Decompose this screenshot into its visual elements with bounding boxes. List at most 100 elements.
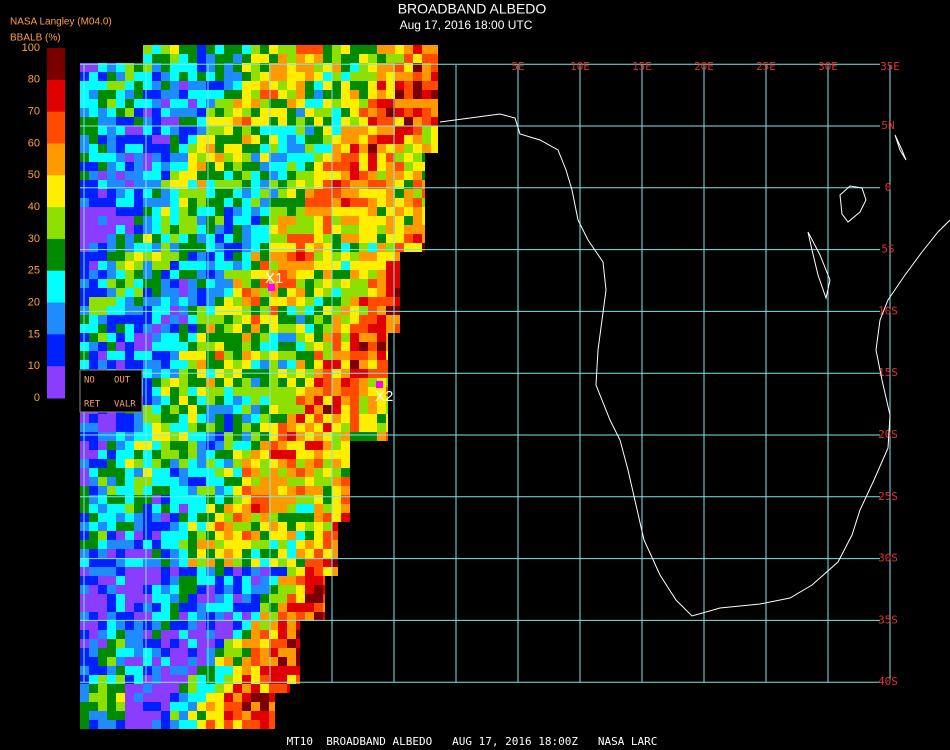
image-cell — [314, 432, 323, 441]
image-cell — [98, 513, 107, 522]
image-cell — [269, 513, 278, 522]
image-cell — [80, 711, 89, 720]
image-cell — [188, 693, 197, 702]
image-cell — [377, 351, 386, 360]
image-cell — [251, 324, 260, 333]
image-cell — [98, 423, 107, 432]
colorbar-label: BBALB (%) — [10, 33, 61, 44]
image-cell — [395, 252, 400, 261]
image-cell — [224, 288, 233, 297]
image-cell — [386, 180, 395, 189]
image-cell — [233, 459, 242, 468]
image-cell — [107, 720, 116, 729]
image-cell — [233, 189, 242, 198]
image-cell — [206, 171, 215, 180]
image-cell — [323, 99, 332, 108]
image-cell — [377, 333, 386, 342]
image-cell — [116, 324, 125, 333]
image-cell — [161, 288, 170, 297]
image-cell — [233, 45, 242, 54]
image-cell — [224, 234, 233, 243]
image-cell — [215, 99, 224, 108]
image-cell — [143, 531, 152, 540]
image-cell — [341, 459, 350, 468]
image-cell — [386, 153, 395, 162]
image-cell — [89, 252, 98, 261]
image-cell — [197, 333, 206, 342]
image-cell — [224, 612, 233, 621]
image-cell — [269, 126, 278, 135]
image-cell — [107, 135, 116, 144]
image-cell — [197, 720, 206, 729]
image-cell — [152, 234, 161, 243]
image-cell — [314, 81, 323, 90]
image-cell — [260, 360, 269, 369]
image-cell — [107, 576, 116, 585]
image-cell — [152, 198, 161, 207]
image-cell — [278, 594, 287, 603]
image-cell — [116, 648, 125, 657]
image-cell — [314, 594, 323, 603]
image-cell — [224, 207, 233, 216]
image-cell — [197, 225, 206, 234]
image-cell — [143, 144, 152, 153]
image-cell — [179, 612, 188, 621]
image-cell — [116, 567, 125, 576]
image-cell — [197, 477, 206, 486]
image-cell — [206, 324, 215, 333]
image-cell — [422, 234, 425, 243]
image-cell — [188, 648, 197, 657]
image-cell — [296, 594, 305, 603]
image-cell — [269, 684, 278, 693]
image-cell — [323, 558, 332, 567]
image-cell — [125, 333, 134, 342]
image-cell — [386, 54, 395, 63]
image-cell — [269, 333, 278, 342]
image-cell — [341, 468, 350, 477]
image-cell — [80, 693, 89, 702]
image-cell — [269, 459, 278, 468]
image-cell — [125, 441, 134, 450]
image-cell — [233, 252, 242, 261]
image-cell — [359, 252, 368, 261]
image-cell — [305, 225, 314, 234]
image-cell — [125, 207, 134, 216]
image-cell — [314, 603, 323, 612]
image-cell — [242, 270, 251, 279]
image-cell — [161, 432, 170, 441]
image-cell — [179, 684, 188, 693]
image-cell — [323, 144, 332, 153]
image-cell — [170, 54, 179, 63]
image-cell — [296, 567, 305, 576]
image-cell — [215, 522, 224, 531]
image-cell — [296, 234, 305, 243]
image-cell — [341, 252, 350, 261]
image-cell — [107, 423, 116, 432]
image-cell — [197, 360, 206, 369]
image-cell — [89, 234, 98, 243]
image-cell — [134, 414, 143, 423]
image-cell — [170, 666, 179, 675]
image-cell — [323, 216, 332, 225]
image-cell — [125, 360, 134, 369]
image-cell — [260, 423, 269, 432]
image-cell — [197, 675, 206, 684]
image-cell — [224, 261, 233, 270]
image-cell — [179, 306, 188, 315]
image-cell — [98, 675, 107, 684]
image-cell — [125, 261, 134, 270]
image-cell — [395, 297, 400, 306]
image-cell — [188, 423, 197, 432]
image-cell — [206, 126, 215, 135]
image-cell — [152, 459, 161, 468]
image-cell — [215, 144, 224, 153]
image-cell — [188, 684, 197, 693]
image-cell — [341, 189, 350, 198]
image-cell — [215, 279, 224, 288]
image-cell — [368, 99, 377, 108]
image-cell — [161, 531, 170, 540]
image-cell — [386, 225, 395, 234]
image-cell — [242, 630, 251, 639]
image-cell — [350, 378, 359, 387]
image-cell — [143, 432, 152, 441]
